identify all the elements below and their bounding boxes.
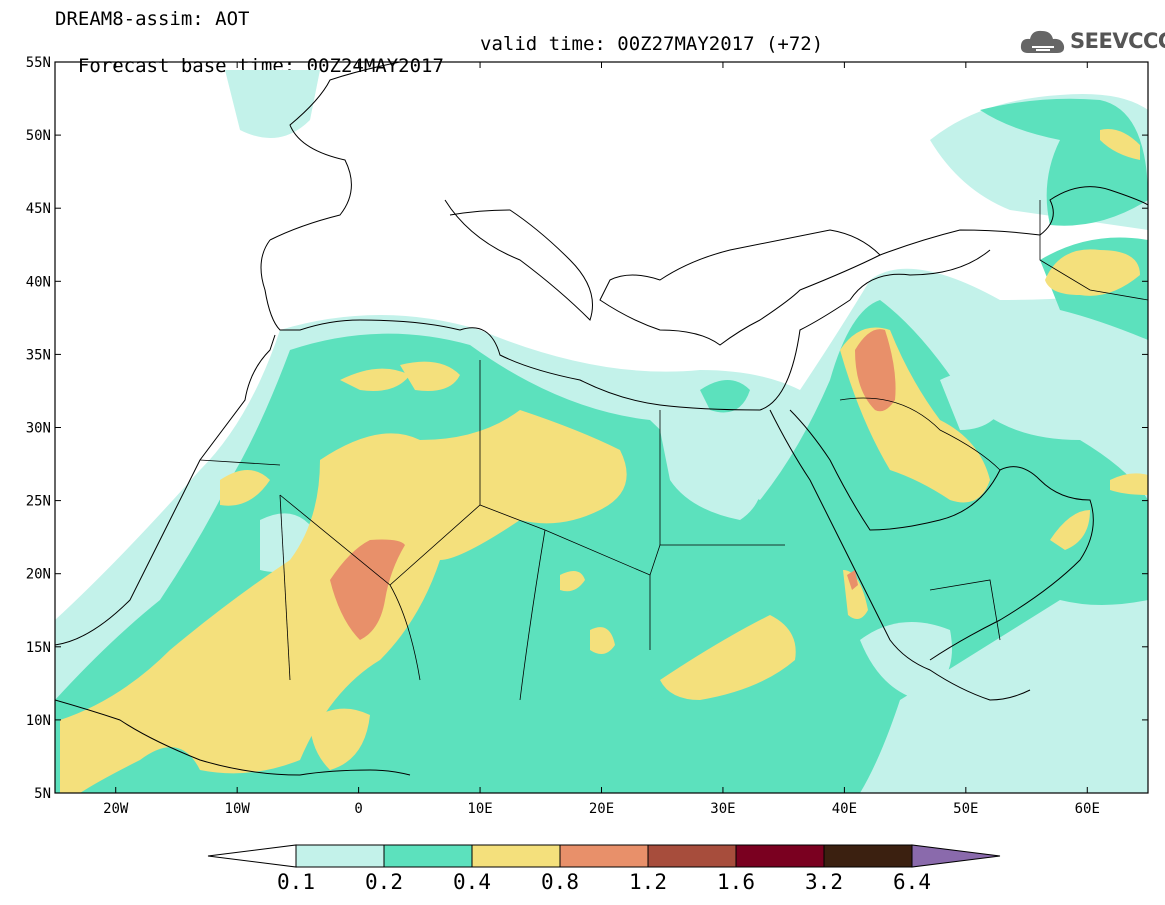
colorbar-above-arrow — [911, 844, 1001, 868]
lat-tick-label: 15N — [26, 640, 51, 656]
colorbar-label: 6.4 — [893, 870, 931, 894]
base-time-label: Forecast base time: 00Z24MAY2017 — [77, 55, 444, 77]
lat-tick-label: 40N — [26, 274, 51, 290]
aot-field — [55, 70, 1148, 793]
colorbar-swatch — [823, 844, 913, 868]
lon-tick-label: 60E — [1075, 801, 1100, 817]
lat-tick-label: 5N — [34, 786, 51, 802]
borders — [199, 200, 1148, 701]
lon-tick-label: 10W — [225, 801, 251, 817]
cloud-icon — [1020, 30, 1065, 53]
lat-axis: 55N 50N 45N 40N 35N 30N 25N 20N 15N 10N 5N — [26, 55, 1148, 802]
colorbar-label: 0.4 — [453, 870, 491, 894]
aot-level-0.8 — [330, 329, 896, 640]
lon-tick-label: 30E — [710, 801, 735, 817]
lat-tick-label: 10N — [26, 713, 51, 729]
colorbar-label: 0.2 — [365, 870, 403, 894]
lon-tick-label: 0 — [354, 801, 362, 817]
lat-tick-label: 25N — [26, 494, 51, 510]
lon-tick-label: 20W — [103, 801, 129, 817]
colorbar-label: 0.8 — [541, 870, 579, 894]
map-title: DREAM8-assim: AOT — [55, 8, 250, 30]
colorbar-label: 0.1 — [277, 870, 315, 894]
lat-tick-label: 55N — [26, 55, 51, 71]
lat-tick-label: 45N — [26, 201, 51, 217]
colorbar-below-arrow — [207, 844, 297, 868]
lat-tick-label: 20N — [26, 567, 51, 583]
seevccc-logo: SEEVCCC — [1018, 25, 1165, 59]
colorbar-swatch — [295, 844, 385, 868]
aot-gaps — [260, 372, 1010, 700]
colorbar-label: 1.2 — [629, 870, 667, 894]
colorbar-swatch — [471, 844, 561, 868]
colorbar-label: 3.2 — [805, 870, 843, 894]
lat-tick-label: 35N — [26, 347, 51, 363]
colorbar-swatch — [735, 844, 825, 868]
colorbar-swatch — [559, 844, 649, 868]
lon-tick-label: 40E — [832, 801, 857, 817]
lon-tick-label: 10E — [467, 801, 492, 817]
logo-text: SEEVCCC — [1070, 29, 1165, 53]
colorbar — [207, 844, 1001, 868]
colorbar-label: 1.6 — [717, 870, 755, 894]
lon-axis: 20W 10W 0 10E 20E 30E 40E 50E 60E — [103, 62, 1100, 817]
lon-tick-label: 50E — [953, 801, 978, 817]
lon-tick-label: 20E — [589, 801, 614, 817]
forecast-base-time: Forecast base time: 00Z24MAY2017 valid t… — [55, 33, 823, 99]
coastlines — [55, 62, 1148, 776]
valid-time-label: valid time: 00Z27MAY2017 (+72) — [480, 33, 824, 55]
lat-tick-label: 50N — [26, 128, 51, 144]
lat-tick-label: 30N — [26, 421, 51, 437]
colorbar-swatch — [647, 844, 737, 868]
colorbar-swatch — [383, 844, 473, 868]
